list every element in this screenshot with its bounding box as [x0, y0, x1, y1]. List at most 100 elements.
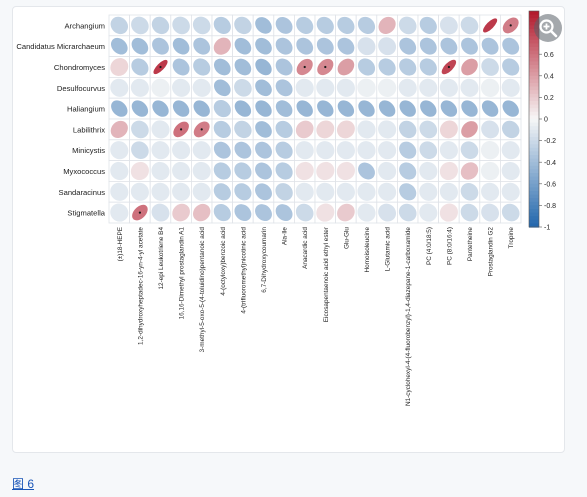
correlation-ellipse [316, 182, 335, 201]
colorbar-tick-label: -1 [544, 225, 550, 232]
zoom-button[interactable] [534, 14, 562, 42]
colorbar-segment [529, 173, 539, 178]
column-label: 3-methyl-5-oxo-5-(4-toluidino)pentanoic … [199, 227, 206, 353]
correlation-ellipse [439, 120, 458, 139]
correlation-ellipse [378, 141, 397, 160]
colorbar-segment [529, 201, 539, 206]
correlation-ellipse [213, 16, 231, 34]
correlation-ellipse [440, 37, 458, 55]
correlation-ellipse [234, 16, 252, 35]
correlation-ellipse [419, 58, 437, 76]
correlation-ellipse [213, 58, 231, 76]
correlation-ellipse [234, 58, 252, 76]
colorbar-segment [529, 57, 539, 62]
correlation-ellipse [377, 78, 397, 97]
correlation-ellipse [111, 100, 128, 117]
correlation-ellipse [378, 58, 396, 76]
colorbar-segment [529, 50, 539, 55]
row-label: Archangium [64, 21, 105, 30]
correlation-ellipse [502, 100, 519, 117]
correlation-ellipse [110, 78, 129, 97]
correlation-ellipse [378, 161, 397, 181]
correlation-ellipse [316, 161, 335, 181]
correlation-ellipse [234, 204, 252, 222]
colorbar-segment [529, 79, 539, 84]
correlation-ellipse [275, 162, 293, 180]
correlation-ellipse [275, 183, 293, 201]
correlation-ellipse [213, 100, 231, 118]
correlation-ellipse [501, 141, 520, 160]
correlation-ellipse [275, 141, 293, 159]
correlation-ellipse [295, 203, 314, 222]
colorbar-segment [529, 129, 539, 134]
column-label: 1,2-dihydroxyheptadec-16-yn-4-yl acetate [137, 227, 144, 345]
correlation-ellipse [151, 120, 170, 139]
colorbar-segment [529, 83, 539, 88]
column-label: PC (4:0/18:5) [426, 227, 433, 265]
correlation-ellipse [110, 58, 129, 76]
significance-marker [447, 65, 450, 69]
correlation-ellipse [419, 161, 438, 181]
correlation-ellipse [255, 58, 272, 76]
correlation-ellipse [172, 203, 190, 222]
column-label: Glu-Glu [343, 227, 350, 249]
correlation-ellipse [483, 18, 498, 33]
correlation-ellipse [378, 16, 396, 34]
correlation-ellipse [336, 141, 355, 160]
correlation-ellipse [213, 37, 231, 55]
correlation-ellipse [255, 141, 272, 159]
correlation-ellipse [337, 100, 355, 117]
correlation-ellipse [357, 16, 376, 34]
correlation-ellipse [501, 203, 520, 222]
correlation-ellipse [275, 79, 293, 97]
correlation-ellipse [255, 17, 272, 34]
zoom-in-icon [539, 19, 558, 38]
colorbar-segment [529, 61, 539, 66]
correlation-ellipse [378, 203, 397, 222]
correlation-ellipse [357, 203, 376, 222]
correlation-ellipse [234, 120, 252, 139]
colorbar-segment [529, 39, 539, 44]
colorbar-segment [529, 209, 539, 214]
colorbar-segment [529, 191, 539, 196]
correlation-ellipse [296, 16, 314, 34]
correlation-ellipse [275, 37, 293, 55]
correlation-ellipse [255, 204, 272, 222]
correlation-ellipse [419, 16, 437, 34]
correlation-ellipse [193, 203, 211, 222]
correlation-ellipse [110, 37, 128, 55]
column-label: Tropine [508, 227, 515, 249]
colorbar-tick-label: 0 [544, 117, 548, 124]
correlation-ellipse [131, 120, 149, 139]
row-label: Labilithrix [73, 125, 105, 134]
correlation-ellipse [399, 120, 417, 139]
significance-marker [180, 128, 183, 131]
correlation-ellipse [295, 78, 314, 97]
colorbar-segment [529, 18, 539, 23]
correlation-ellipse [481, 58, 499, 76]
correlation-ellipse [480, 161, 500, 181]
colorbar-segment [529, 90, 539, 95]
colorbar-segment [529, 216, 539, 221]
row-label: Stigmatella [67, 209, 105, 218]
figure-link[interactable]: 图 6 [12, 477, 35, 491]
column-label: Ala-Ile [282, 227, 289, 246]
correlation-ellipse [110, 182, 129, 201]
row-label: Desulfocurvus [57, 84, 105, 93]
column-label: 16,16-Dimethyl prostaglandin A1 [179, 227, 186, 320]
significance-marker [138, 211, 141, 214]
colorbar-segment [529, 43, 539, 48]
correlation-ellipse [110, 161, 129, 181]
colorbar-segment [529, 137, 539, 142]
correlation-ellipse [501, 78, 520, 97]
correlation-ellipse [275, 100, 293, 117]
correlation-ellipse [151, 78, 170, 97]
correlation-ellipse [110, 120, 128, 138]
colorbar-segment [529, 169, 539, 174]
correlation-ellipse [337, 203, 355, 222]
colorbar-segment [529, 147, 539, 152]
correlation-ellipse [357, 58, 376, 76]
row-labels: Archangium Candidatus Micrarchaeum Chondro… [16, 21, 105, 217]
correlation-ellipse [316, 78, 335, 97]
correlation-ellipse [398, 16, 417, 35]
